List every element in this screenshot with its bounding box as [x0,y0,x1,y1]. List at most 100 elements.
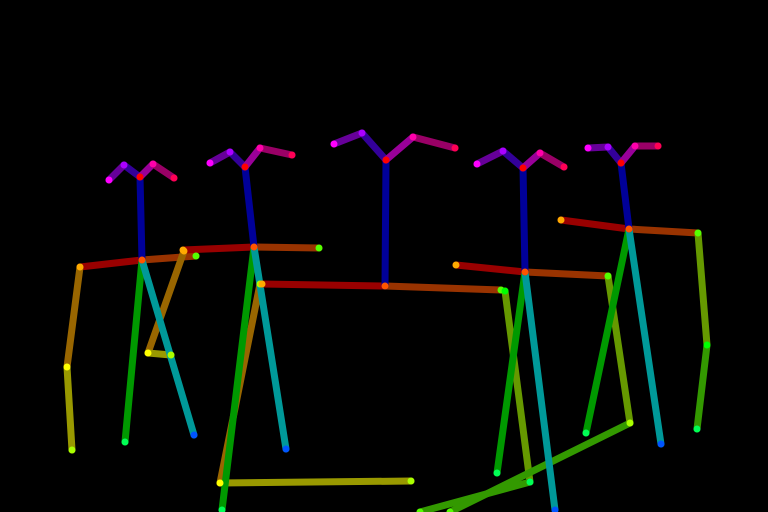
limb [617,142,639,167]
limb [258,280,389,290]
limb [358,129,390,164]
keypoint [703,341,711,349]
keypoint [288,151,296,159]
limb [382,133,417,164]
limb [582,225,633,437]
limb [241,144,264,171]
limb [473,147,507,168]
limb [138,252,200,264]
keypoint [218,506,226,512]
limb [536,149,568,171]
keypoint [105,176,113,184]
keypoint [551,506,559,512]
limb [206,148,234,167]
limb [521,268,612,280]
limb [452,261,529,276]
limb [499,147,527,172]
limb [493,268,529,477]
keypoint [136,173,144,181]
keypoint [381,282,389,290]
keypoint [657,440,665,448]
keypoint [170,174,178,182]
keypoint [192,252,200,260]
limb [76,256,146,271]
keypoint [382,156,390,164]
keypoint [416,508,424,512]
keypoint [190,431,198,439]
keypoint [693,425,701,433]
limb [446,419,634,512]
limb [381,282,505,294]
limb [218,243,258,512]
keypoint [446,508,454,512]
keypoint [315,244,323,252]
keypoint [560,163,568,171]
keypoint [226,148,234,156]
limb [179,243,258,254]
keypoint [258,280,266,288]
limb [149,160,178,182]
limb [625,225,665,448]
limb [693,341,711,433]
keypoint [617,159,625,167]
limb [625,225,702,237]
limb [521,268,559,512]
keypoint [149,160,157,168]
limb [519,164,529,276]
limb [226,148,249,171]
keypoint [631,142,639,150]
keypoint [179,246,187,254]
keypoint [654,142,662,150]
keypoint [68,446,76,454]
keypoint [121,438,129,446]
keypoint [625,225,633,233]
keypoint [120,161,128,169]
keypoint [241,163,249,171]
limb [557,216,633,233]
keypoint [604,272,612,280]
keypoint [409,133,417,141]
keypoint [76,263,84,271]
limb [121,256,146,446]
limb [330,129,366,148]
keypoint [501,287,509,295]
keypoint [499,147,507,155]
limb [144,247,188,357]
keypoint [536,149,544,157]
keypoint [473,160,481,168]
limb [63,363,76,454]
keypoint [519,164,527,172]
keypoint [138,256,146,264]
keypoint [626,419,634,427]
limb [241,163,258,251]
keypoint [604,143,612,151]
limb [216,477,415,487]
keypoint [452,261,460,269]
keypoint [557,216,565,224]
limb [138,256,198,439]
limb [501,287,534,486]
limb [136,173,146,264]
keypoint [144,349,152,357]
keypoint [167,351,175,359]
keypoint [63,363,71,371]
limb [381,156,390,290]
keypoint [694,229,702,237]
keypoint [206,159,214,167]
keypoint [330,140,338,148]
limb [63,263,84,371]
keypoint [256,144,264,152]
limb [256,144,296,159]
limb [105,161,128,184]
limb [694,229,711,349]
limb [617,159,633,233]
keypoint [521,268,529,276]
keypoint [216,479,224,487]
keypoint [358,129,366,137]
limb [250,243,323,252]
keypoint [526,478,534,486]
keypoint [493,469,501,477]
keypoint [451,144,459,152]
